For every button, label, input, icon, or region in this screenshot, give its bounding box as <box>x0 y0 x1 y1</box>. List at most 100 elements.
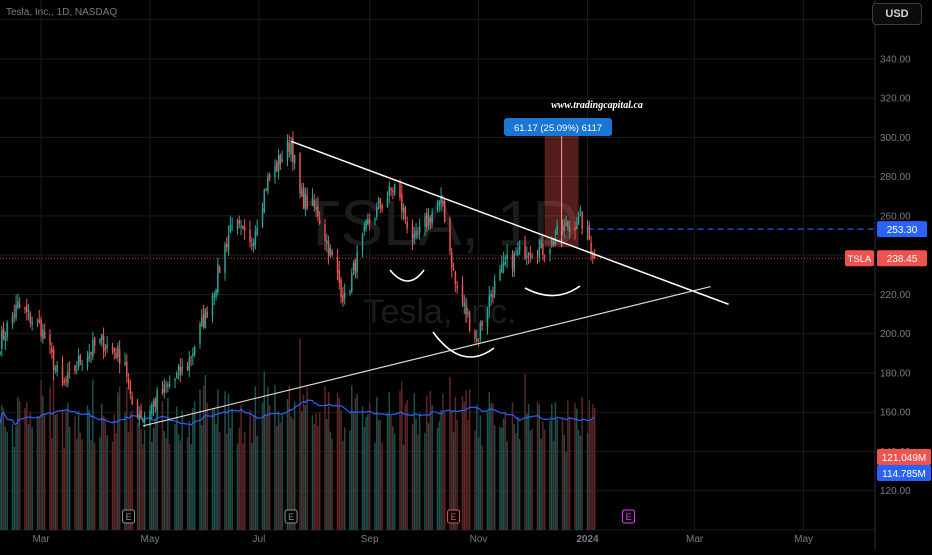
volume-bar <box>479 415 482 530</box>
candle-body <box>526 255 528 259</box>
candle-body <box>326 240 328 244</box>
volume-bar <box>218 432 221 530</box>
candle-body <box>167 384 169 387</box>
volume-bar <box>156 391 158 530</box>
volume-label-bg <box>877 449 931 465</box>
volume-bar <box>517 417 519 530</box>
volume-bar <box>476 404 478 530</box>
candle-body <box>265 189 267 191</box>
candle-body <box>63 381 66 383</box>
volume-bar <box>42 396 44 530</box>
volume-bar <box>265 413 267 530</box>
candle-body <box>281 159 283 162</box>
volume-bar <box>317 426 319 530</box>
volume-bar <box>65 410 67 530</box>
volume-bar <box>565 451 567 530</box>
candle-body <box>151 404 153 415</box>
candle-body <box>499 269 501 281</box>
volume-bar <box>117 392 119 530</box>
earnings-marker[interactable] <box>122 509 136 524</box>
volume-bar <box>579 435 582 530</box>
candle-body <box>327 241 330 257</box>
watermark-ticker: TSLA, 1D <box>301 187 578 259</box>
volume-bar <box>577 430 580 530</box>
candle-body <box>254 231 257 245</box>
volume-bar <box>26 402 28 530</box>
volume-bar <box>115 432 117 530</box>
volume-bar <box>102 415 105 530</box>
volume-bar <box>15 426 17 530</box>
volume-bar <box>36 415 39 530</box>
candle-body <box>106 344 108 349</box>
volume-bar <box>318 412 321 530</box>
volume-bar <box>352 411 355 530</box>
candle-body <box>279 154 282 166</box>
candle-body <box>406 221 408 229</box>
candle-body <box>504 262 507 264</box>
volume-bar <box>376 397 378 530</box>
volume-bar <box>324 386 326 530</box>
candle-body <box>24 307 26 310</box>
volume-bar <box>149 416 151 530</box>
volume-bar <box>593 408 596 530</box>
price-tick-label: 340.00 <box>880 54 911 65</box>
candle-body <box>474 330 476 339</box>
candle-body <box>252 242 255 247</box>
candle-body <box>40 319 42 337</box>
earnings-marker[interactable] <box>447 509 461 524</box>
volume-bar <box>190 444 192 530</box>
price-tick-label: 280.00 <box>880 172 911 183</box>
volume-bar <box>427 423 430 530</box>
volume-bar <box>67 402 69 530</box>
volume-bar <box>249 409 251 530</box>
candle-body <box>211 296 214 318</box>
volume-bar <box>356 393 358 530</box>
volume-bar <box>329 431 332 530</box>
candle-body <box>540 240 542 249</box>
measure-tool[interactable] <box>544 126 579 248</box>
volume-bar <box>451 410 453 530</box>
candle-body <box>493 280 496 295</box>
volume-bar <box>363 427 366 530</box>
earnings-marker[interactable] <box>284 509 298 524</box>
volume-bar <box>504 411 507 530</box>
volume-bar <box>63 447 66 530</box>
volume-bar <box>81 439 83 530</box>
candle-body <box>581 211 583 230</box>
candle-body <box>1 329 3 349</box>
candle-body <box>26 305 28 312</box>
candle-body <box>176 373 178 379</box>
candle-body <box>299 153 301 194</box>
volume-bar <box>240 405 242 530</box>
candle-body <box>515 254 517 256</box>
volume-bar <box>61 409 64 530</box>
volume-bar <box>77 411 80 530</box>
volume-bar <box>392 426 394 530</box>
candle-body <box>367 218 369 224</box>
measure-label-box <box>504 118 612 136</box>
volume-bar <box>424 432 426 530</box>
candle-body <box>0 351 1 356</box>
time-tick-label: Sep <box>361 534 379 545</box>
volume-bar <box>138 419 141 530</box>
volume-bar <box>299 339 301 530</box>
candle-body <box>65 379 67 382</box>
drawings[interactable] <box>0 140 875 427</box>
watermark: TSLA, 1D Tesla, Inc. <box>301 187 578 331</box>
currency-button[interactable]: USD <box>872 3 922 25</box>
volume-bar <box>217 389 219 530</box>
candle-body <box>102 335 105 352</box>
candle-body <box>402 207 405 213</box>
volume-bar <box>342 440 344 530</box>
volume-bar <box>168 443 171 530</box>
earnings-marker[interactable] <box>622 509 636 524</box>
time-axis[interactable]: Mar May Jul Sep Nov 2024 Mar May <box>32 534 813 545</box>
volume-ma-label-bg <box>877 465 931 481</box>
volume-bar <box>243 431 246 530</box>
time-tick-label: Jul <box>253 534 266 545</box>
volume-bar <box>29 411 32 530</box>
candle-body <box>17 301 19 308</box>
